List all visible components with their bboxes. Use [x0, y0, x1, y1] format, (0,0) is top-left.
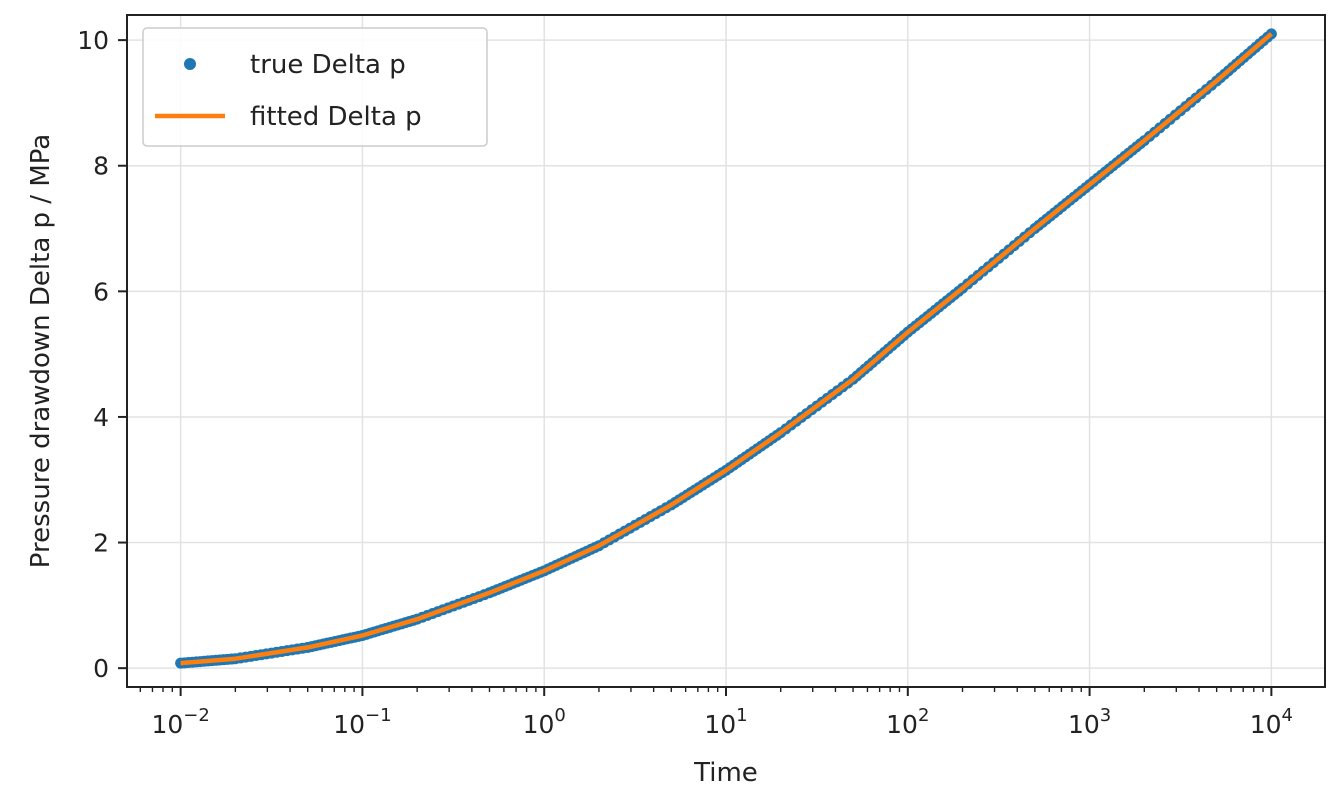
y-tick-label: 0 [93, 654, 109, 683]
y-tick-label: 6 [93, 277, 109, 306]
y-tick-label: 10 [77, 26, 109, 55]
legend-label-fitted: fitted Delta p [250, 102, 422, 132]
x-tick-label: 103 [1068, 705, 1111, 739]
fitted-line [180, 32, 1273, 666]
x-tick-label: 10−1 [333, 705, 391, 739]
y-tick-label: 8 [93, 152, 109, 181]
grid [127, 15, 1325, 687]
legend-label-true: true Delta p [250, 50, 406, 80]
y-axis-title: Pressure drawdown Delta p / MPa [26, 134, 56, 568]
legend-box [142, 27, 488, 147]
x-tick-label: 104 [1250, 705, 1293, 739]
x-tick-label: 10−2 [151, 705, 209, 739]
legend-marker-true [184, 58, 196, 70]
y-tick-label: 2 [93, 529, 109, 558]
series-layer [175, 28, 1277, 669]
x-tick-label: 101 [704, 705, 747, 739]
x-tick-label: 102 [886, 705, 929, 739]
axis-ticks: 10−2 10−1 100 101 102 103 104 0 2 4 6 8 10 [77, 26, 1293, 739]
legend: true Delta p fitted Delta p [142, 27, 488, 147]
x-tick-label: 100 [523, 705, 566, 739]
y-tick-label: 4 [93, 403, 109, 432]
x-axis-title: Time [693, 758, 758, 788]
